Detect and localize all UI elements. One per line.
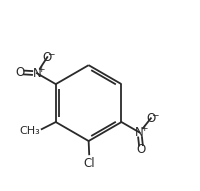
Text: +: +	[140, 124, 147, 133]
Text: O: O	[137, 143, 146, 156]
Text: N: N	[33, 67, 41, 80]
Text: O: O	[43, 51, 52, 64]
Text: −: −	[151, 110, 158, 119]
Text: −: −	[47, 49, 55, 58]
Text: O: O	[15, 66, 24, 79]
Text: Cl: Cl	[83, 157, 95, 170]
Text: +: +	[37, 65, 45, 74]
Text: O: O	[146, 112, 156, 125]
Text: CH₃: CH₃	[19, 126, 40, 136]
Text: N: N	[135, 126, 144, 139]
